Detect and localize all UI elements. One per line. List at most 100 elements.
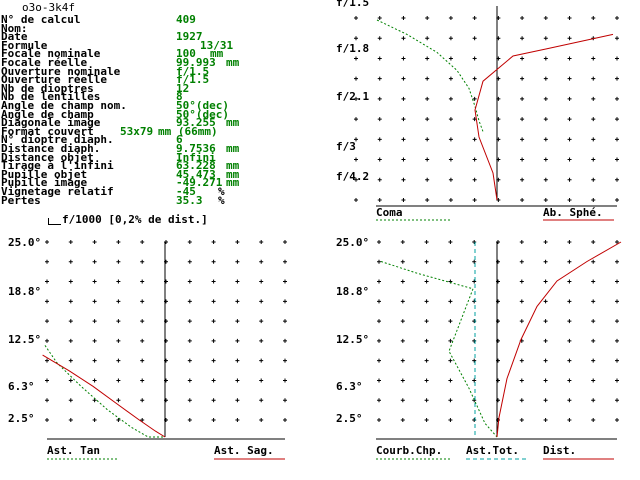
grid-cross (140, 319, 145, 324)
grid-cross (92, 378, 97, 383)
grid-cross (424, 319, 429, 324)
grid-cross (543, 56, 548, 61)
grid-cross (377, 36, 382, 41)
spec-label: Angle de champ (1, 107, 94, 121)
grid-cross (543, 117, 548, 122)
grid-cross (520, 36, 525, 41)
grid-cross (68, 398, 73, 403)
grid-cross (591, 299, 596, 304)
grid-cross (187, 338, 192, 343)
grid-cross (377, 16, 382, 20)
field-right-tick-label: 6.3° (336, 380, 363, 393)
grid-cross (615, 338, 619, 343)
grid-cross (354, 56, 358, 61)
grid-cross (283, 279, 287, 284)
spec-unit: % (218, 185, 225, 198)
grid-cross (92, 319, 97, 324)
grid-cross (401, 137, 406, 142)
grid-cross (45, 279, 49, 284)
grid-cross (92, 279, 97, 284)
grid-cross (567, 96, 572, 101)
grid-cross (259, 338, 264, 343)
spec-value: 12 (176, 81, 190, 95)
grid-cross (45, 240, 49, 244)
grid-cross (68, 259, 73, 264)
grid-cross (211, 240, 216, 244)
grid-cross (424, 358, 429, 363)
grid-cross (259, 259, 264, 264)
grid-cross (520, 16, 525, 20)
grid-cross (259, 299, 264, 304)
grid-cross (591, 279, 596, 284)
grid-cross (615, 56, 619, 61)
grid-cross (615, 240, 619, 244)
grid-cross (424, 398, 429, 403)
grid-cross (448, 299, 453, 304)
grid-cross (45, 418, 49, 422)
grid-cross (140, 378, 145, 383)
grid-cross (567, 117, 572, 122)
spec-label: Nom: (1, 21, 28, 35)
grid-cross (116, 259, 121, 264)
grid-cross (235, 279, 240, 284)
grid-cross (567, 259, 572, 264)
grid-cross (448, 96, 453, 101)
spec-label: Nb de dioptres (1, 81, 94, 95)
grid-cross (45, 319, 49, 324)
grid-cross (92, 240, 97, 244)
grid-cross (543, 259, 548, 264)
grid-cross (283, 240, 287, 244)
grid-cross (543, 177, 548, 182)
grid-cross (187, 279, 192, 284)
grid-cross (377, 76, 382, 81)
grid-cross (211, 398, 216, 403)
grid-cross (377, 398, 381, 403)
grid-cross (567, 299, 572, 304)
grid-cross (401, 177, 406, 182)
spec-value: 45.473 (176, 167, 216, 181)
grid-cross (615, 76, 619, 81)
grid-cross (400, 358, 405, 363)
grid-cross (354, 157, 358, 162)
grid-cross (354, 117, 358, 122)
grid-cross (448, 418, 453, 422)
grid-cross (472, 338, 477, 343)
grid-cross (425, 157, 430, 162)
grid-cross (591, 56, 596, 61)
grid-cross (211, 279, 216, 284)
grid-cross (140, 338, 145, 343)
grid-cross (45, 338, 49, 343)
grid-cross (283, 338, 287, 343)
aperture-tick-label: f/2.1 (336, 90, 369, 103)
grid-cross (543, 198, 548, 202)
grid-cross (377, 240, 381, 244)
grid-cross (519, 299, 524, 304)
grid-cross (615, 157, 619, 162)
scale-bracket-icon (48, 218, 61, 225)
grid-cross (377, 137, 382, 142)
grid-cross (283, 378, 287, 383)
grid-cross (567, 137, 572, 142)
legend-ast-sag: Ast. Sag. (214, 444, 274, 457)
grid-cross (400, 299, 405, 304)
grid-cross (400, 398, 405, 403)
spec-label: Diagonale image (1, 116, 101, 130)
grid-cross (424, 259, 429, 264)
spec-value: 9.7536 (176, 142, 216, 155)
grid-cross (472, 198, 477, 202)
grid-cross (140, 418, 145, 422)
grid-cross (401, 36, 406, 41)
grid-cross (543, 16, 548, 20)
field-left-tick-label: 18.8° (8, 285, 41, 298)
spec-value: Infini (176, 150, 216, 164)
grid-cross (567, 378, 572, 383)
grid-cross (615, 137, 619, 142)
window-title: o3o-3k4f (22, 1, 75, 14)
grid-cross (187, 358, 192, 363)
spec-label: Ouverture réelle (1, 73, 107, 87)
grid-cross (377, 117, 382, 122)
grid-cross (567, 76, 572, 81)
grid-cross (543, 137, 548, 142)
spec-unit: mm (226, 176, 240, 190)
aperture-tick-label: f/4.2 (336, 170, 369, 183)
